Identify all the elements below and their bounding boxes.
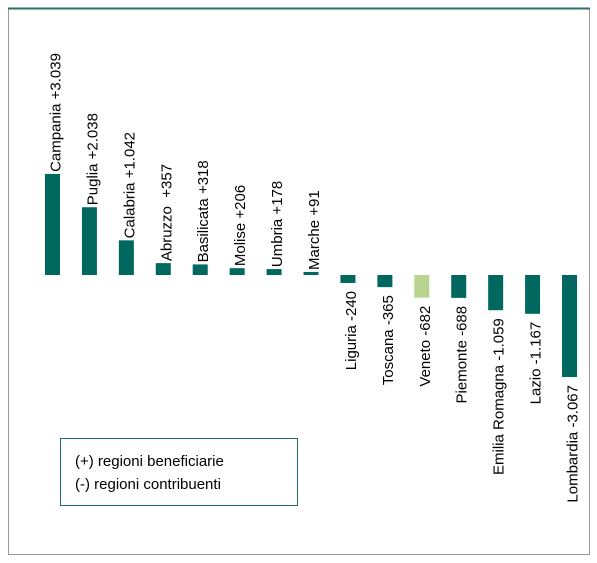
category-label: Toscana <box>380 329 397 386</box>
category-label: Lazio <box>528 369 545 405</box>
value-label: -240 <box>343 291 360 321</box>
category-label: Veneto <box>417 340 434 387</box>
bar <box>45 173 60 275</box>
category-label: Lombardia <box>564 431 581 503</box>
bar <box>414 275 430 298</box>
bar <box>192 264 208 275</box>
bar <box>303 271 319 275</box>
category-label: Abruzzo <box>158 206 175 261</box>
annotation: (+) regioni beneficiarie <box>75 453 224 470</box>
bar-label: Piemonte -688 <box>454 306 471 404</box>
bar-label: Toscana -365 <box>380 295 397 385</box>
bar-label: Abruzzo +357 <box>158 164 175 261</box>
value-label: -3.067 <box>564 385 581 428</box>
category-label: Campania <box>47 103 64 172</box>
bar-label: Campania +3.039 <box>47 53 64 172</box>
bar <box>118 240 134 275</box>
bar-label: Marche +91 <box>306 190 323 270</box>
bar-label: Molise +206 <box>232 185 249 266</box>
bar-label: Puglia +2.038 <box>84 113 101 205</box>
bar <box>155 263 171 275</box>
bar <box>525 275 541 314</box>
bar <box>451 275 467 298</box>
legend-box <box>60 438 298 506</box>
bar-label: Emilia Romagna -1.059 <box>491 318 508 475</box>
bar-label: Calabria +1.042 <box>121 132 138 238</box>
category-label: Umbria <box>269 218 286 267</box>
bar <box>340 275 356 283</box>
bar <box>81 207 97 275</box>
value-label: +357 <box>158 164 175 202</box>
value-label: -1.167 <box>528 322 545 365</box>
value-label: +178 <box>269 181 286 215</box>
bar <box>488 275 504 311</box>
value-label: +91 <box>306 190 323 215</box>
category-label: Calabria <box>121 182 138 239</box>
value-label: +1.042 <box>121 132 138 178</box>
value-label: +206 <box>232 185 249 219</box>
category-label: Marche <box>306 220 323 270</box>
value-label: -365 <box>380 295 397 325</box>
value-label: +3.039 <box>47 53 64 99</box>
bar-label: Umbria +178 <box>269 181 286 267</box>
bar-label: Basilicata +318 <box>195 160 212 262</box>
category-label: Puglia <box>84 163 101 205</box>
category-label: Piemonte <box>454 340 471 403</box>
category-label: Liguria <box>343 325 360 371</box>
bar <box>229 268 245 275</box>
value-label: -688 <box>454 306 471 336</box>
bar-label: Lombardia -3.067 <box>564 385 581 503</box>
bar <box>562 275 578 377</box>
category-label: Molise <box>232 223 249 266</box>
value-label: -682 <box>417 306 434 336</box>
bar-label: Liguria -240 <box>343 291 360 370</box>
bar-label: Veneto -682 <box>417 306 434 387</box>
bar <box>266 269 282 275</box>
value-label: +318 <box>195 160 212 194</box>
value-label: -1.059 <box>491 318 508 361</box>
value-label: +2.038 <box>84 113 101 159</box>
annotation: (-) regioni contribuenti <box>75 476 221 493</box>
category-label: Emilia Romagna <box>491 364 508 475</box>
bar-label: Lazio -1.167 <box>528 322 545 405</box>
bar <box>377 275 393 288</box>
category-label: Basilicata <box>195 198 212 263</box>
